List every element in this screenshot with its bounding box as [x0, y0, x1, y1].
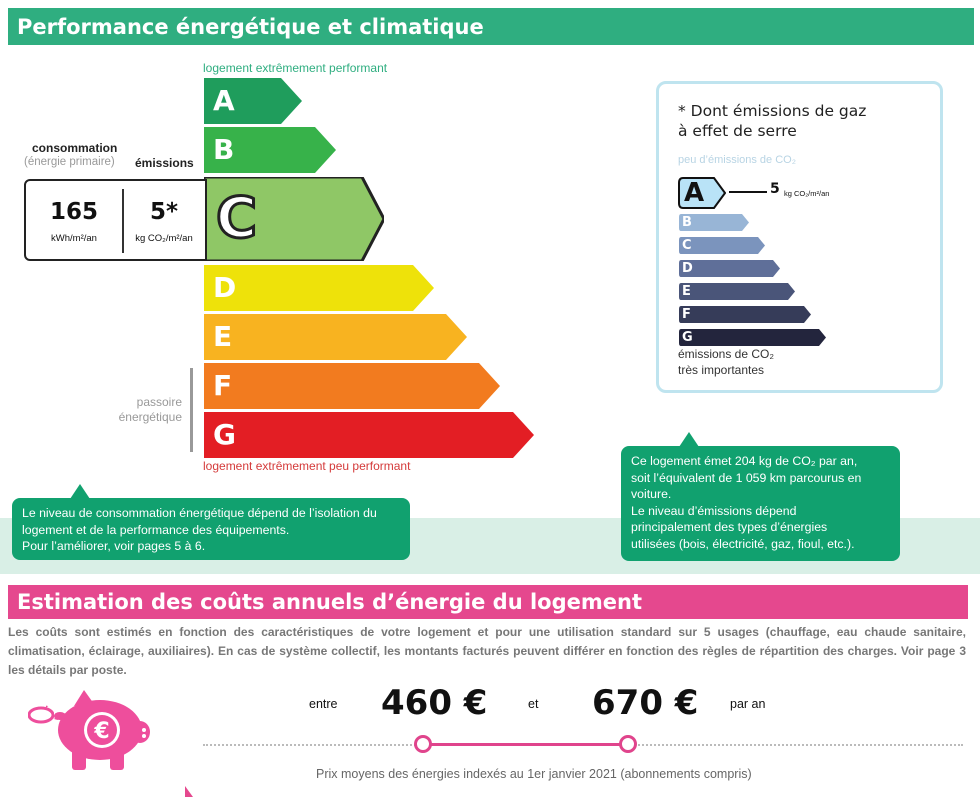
energy-section-title-text: Performance énergétique et climatique — [17, 14, 484, 39]
ges-card: * Dont émissions de gaz à effet de serre… — [656, 81, 943, 393]
energy-section-title: Performance énergétique et climatique — [8, 8, 974, 45]
ges-class-letter: G — [682, 330, 693, 345]
consumption-value: 165 — [49, 199, 98, 225]
label-bottom-performant: logement extrêmement peu performant — [203, 459, 411, 473]
consumption-label: consommation — [32, 141, 118, 155]
ges-top-label: peu d’émissions de CO₂ — [678, 154, 796, 166]
passoire-line2: énergétique — [118, 410, 182, 424]
energy-class-a: A — [204, 78, 302, 124]
label-top-performant: logement extrêmement performant — [203, 61, 388, 75]
ges-class-letter: D — [682, 261, 693, 276]
ges-bottom-label: émissions de CO₂ très importantes — [678, 346, 774, 378]
passoire-label: passoire énergétique — [96, 395, 182, 425]
bubble-right-line: principalement des types d’énergies — [631, 520, 828, 534]
consumption-value-box: 165 kWh/m²/an 5* kg CO₂/m²/an — [24, 179, 207, 261]
ges-title-line2: à effet de serre — [678, 122, 797, 140]
cost-range-low-knob — [414, 735, 432, 753]
energy-class-g: G — [204, 412, 534, 458]
ges-title: * Dont émissions de gaz à effet de serre — [678, 101, 866, 141]
cost-range-line — [423, 743, 628, 746]
ges-class-g: G — [678, 328, 827, 347]
cost-low-value: 460 € — [381, 683, 488, 723]
bubble-left-line: Pour l’améliorer, voir pages 5 à 6. — [22, 539, 206, 553]
energy-class-letter: B — [213, 133, 235, 166]
piggy-bank-euro-icon: € — [45, 690, 150, 770]
bubble-right-line: utilisées (bois, électricité, gaz, fioul… — [631, 536, 855, 551]
bubble-left-pointer — [70, 484, 90, 499]
emissions-label: émissions — [135, 156, 194, 170]
bubble-right: Ce logement émet 204 kg de CO₂ par an, s… — [621, 446, 900, 561]
cost-word-and: et — [528, 697, 539, 711]
bubble-right-line: soit l’équivalent de 1 059 km parcourus … — [631, 470, 862, 485]
passoire-line1: passoire — [136, 395, 182, 409]
ges-bottom-line2: très importantes — [678, 363, 765, 377]
cost-description: Les coûts sont estimés en fonction des c… — [8, 625, 966, 677]
energy-class-f: F — [204, 363, 500, 409]
energy-class-letter: E — [213, 320, 233, 353]
energy-class-b: B — [204, 127, 336, 173]
ges-class-b: B — [678, 213, 750, 232]
bubble-left-line: Le niveau de consommation énergétique dé… — [22, 506, 377, 520]
ges-class-letter: A — [684, 178, 705, 208]
svg-text:€: € — [93, 719, 109, 744]
ges-value-connector — [729, 191, 767, 193]
bubble-right-line: Ce logement émet 204 kg de CO₂ par an, — [631, 454, 858, 468]
bubble-right-line: Le niveau d’émissions dépend — [631, 503, 797, 518]
ges-title-line1: * Dont émissions de gaz — [678, 102, 867, 120]
energy-class-letter: G — [213, 418, 236, 451]
cost-section-title: Estimation des coûts annuels d’énergie d… — [8, 585, 968, 619]
energy-class-letter: F — [213, 369, 233, 402]
bubble-right-line: voiture. — [631, 487, 672, 501]
ges-bottom-line1: émissions de CO₂ — [678, 347, 775, 361]
ges-class-f: F — [678, 305, 812, 324]
ges-class-c: C — [678, 236, 766, 255]
prices-note: Prix moyens des énergies indexés au 1er … — [316, 767, 752, 781]
energy-class-letter: C — [214, 186, 258, 251]
consumption-unit: kWh/m²/an — [51, 233, 97, 244]
cost-high-value: 670 € — [592, 683, 699, 723]
ges-class-e: E — [678, 282, 796, 301]
cost-range-high-knob — [619, 735, 637, 753]
cost-word-between: entre — [309, 697, 338, 711]
emissions-unit: kg CO₂/m²/an — [135, 233, 193, 244]
piggy-coin-icon — [28, 706, 54, 724]
emissions-value: 5* — [149, 199, 179, 225]
bubble-left: Le niveau de consommation énergétique dé… — [12, 498, 410, 560]
ges-class-letter: F — [682, 307, 691, 322]
ges-class-d: D — [678, 259, 781, 278]
bubble-left-line: logement et de la performance des équipe… — [22, 522, 290, 537]
ges-selected-unit: kg CO₂/m²/an — [784, 189, 830, 198]
cost-word-per-year: par an — [730, 697, 766, 711]
energy-class-letter: D — [213, 271, 237, 304]
bubble-right-pointer — [679, 432, 699, 447]
decor-corner — [185, 786, 193, 797]
cost-section-title-text: Estimation des coûts annuels d’énergie d… — [17, 590, 642, 614]
energy-class-d: D — [204, 265, 434, 311]
value-box-separator — [122, 189, 124, 253]
consumption-sublabel: (énergie primaire) — [24, 156, 115, 168]
energy-class-e: E — [204, 314, 467, 360]
ges-class-letter: B — [682, 215, 692, 230]
ges-class-a: A — [678, 177, 726, 209]
passoire-bracket — [190, 368, 193, 452]
ges-class-letter: E — [682, 284, 691, 299]
energy-class-c: C — [204, 177, 384, 261]
ges-class-letter: C — [682, 238, 692, 253]
ges-selected-value: 5 — [770, 181, 780, 197]
energy-class-letter: A — [213, 84, 235, 117]
